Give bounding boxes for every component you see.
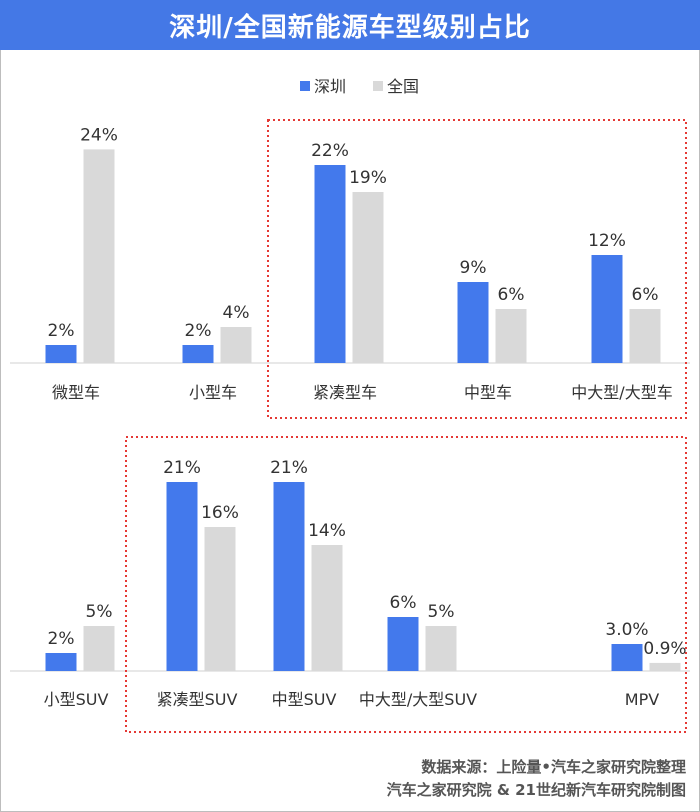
data-label-1-shenzhen-1: 2%: [48, 321, 75, 341]
bar-1-shenzhen-2: [182, 345, 214, 363]
data-label-2-national-4: 5%: [428, 602, 455, 622]
bar-2-national-4: [425, 626, 457, 671]
category-label-2-3: 中型SUV: [272, 690, 337, 709]
bar-2-shenzhen-5: [611, 644, 643, 671]
panel-1-highlight-box: [267, 119, 687, 419]
data-label-1-national-3: 19%: [349, 168, 387, 188]
category-label-2-5: MPV: [625, 690, 659, 709]
bar-1-shenzhen-4: [457, 282, 489, 363]
data-label-2-national-3: 14%: [308, 521, 346, 541]
data-label-1-shenzhen-3: 22%: [311, 141, 349, 161]
category-label-1-2: 小型车: [189, 383, 237, 402]
data-label-2-shenzhen-3: 21%: [270, 458, 308, 478]
bar-2-shenzhen-1: [45, 653, 77, 671]
data-label-2-shenzhen-1: 2%: [48, 629, 75, 649]
bar-2-national-1: [83, 626, 115, 671]
data-label-2-national-2: 16%: [201, 503, 239, 523]
bar-2-shenzhen-2: [166, 482, 198, 671]
data-label-1-national-1: 24%: [80, 125, 118, 145]
bar-1-shenzhen-1: [45, 345, 77, 363]
category-label-1-4: 中型车: [464, 383, 512, 402]
bar-1-national-1: [83, 149, 115, 363]
bar-1-national-5: [629, 309, 661, 363]
data-label-2-shenzhen-5: 3.0%: [605, 620, 648, 640]
category-label-2-2: 紧凑型SUV: [157, 690, 238, 709]
data-label-1-national-5: 6%: [632, 285, 659, 305]
bar-2-shenzhen-3: [273, 482, 305, 671]
data-label-2-shenzhen-2: 21%: [163, 458, 201, 478]
data-label-2-shenzhen-4: 6%: [390, 593, 417, 613]
data-label-2-national-1: 5%: [86, 602, 113, 622]
category-label-2-1: 小型SUV: [44, 690, 109, 709]
category-label-1-1: 微型车: [52, 383, 100, 402]
bar-1-national-2: [220, 327, 252, 363]
bar-2-national-2: [204, 527, 236, 671]
bar-1-shenzhen-5: [591, 255, 623, 363]
data-label-1-national-2: 4%: [223, 303, 250, 323]
data-label-1-national-4: 6%: [498, 285, 525, 305]
data-label-1-shenzhen-4: 9%: [460, 258, 487, 278]
bar-2-shenzhen-4: [387, 617, 419, 671]
legend-label-2: 全国: [387, 77, 419, 96]
category-label-2-4: 中大型/大型SUV: [359, 690, 477, 709]
legend-label-1: 深圳: [314, 77, 346, 96]
category-label-1-3: 紧凑型车: [313, 383, 377, 402]
chart-title: 深圳/全国新能源车型级别占比: [169, 12, 531, 43]
title-bar: 深圳/全国新能源车型级别占比: [0, 0, 700, 50]
source-note: 数据来源：上险量•汽车之家研究院整理 汽车之家研究院 & 21世纪新汽车研究院制…: [387, 756, 686, 802]
bar-2-national-3: [311, 545, 343, 671]
category-label-1-5: 中大型/大型车: [571, 383, 672, 402]
source-line-1: 数据来源：上险量•汽车之家研究院整理: [421, 758, 686, 776]
data-label-1-shenzhen-5: 12%: [588, 231, 626, 251]
data-label-1-shenzhen-2: 2%: [185, 321, 212, 341]
bar-1-shenzhen-3: [314, 165, 346, 363]
data-label-2-national-5: 0.9%: [643, 639, 686, 659]
legend-swatch-2: [373, 81, 383, 91]
bar-1-national-3: [352, 192, 384, 363]
bar-1-national-4: [495, 309, 527, 363]
panel-2-highlight-box: [125, 436, 687, 733]
bar-2-national-5: [649, 662, 681, 671]
source-line-2: 汽车之家研究院 & 21世纪新汽车研究院制图: [386, 781, 686, 799]
legend-swatch-1: [300, 81, 310, 91]
